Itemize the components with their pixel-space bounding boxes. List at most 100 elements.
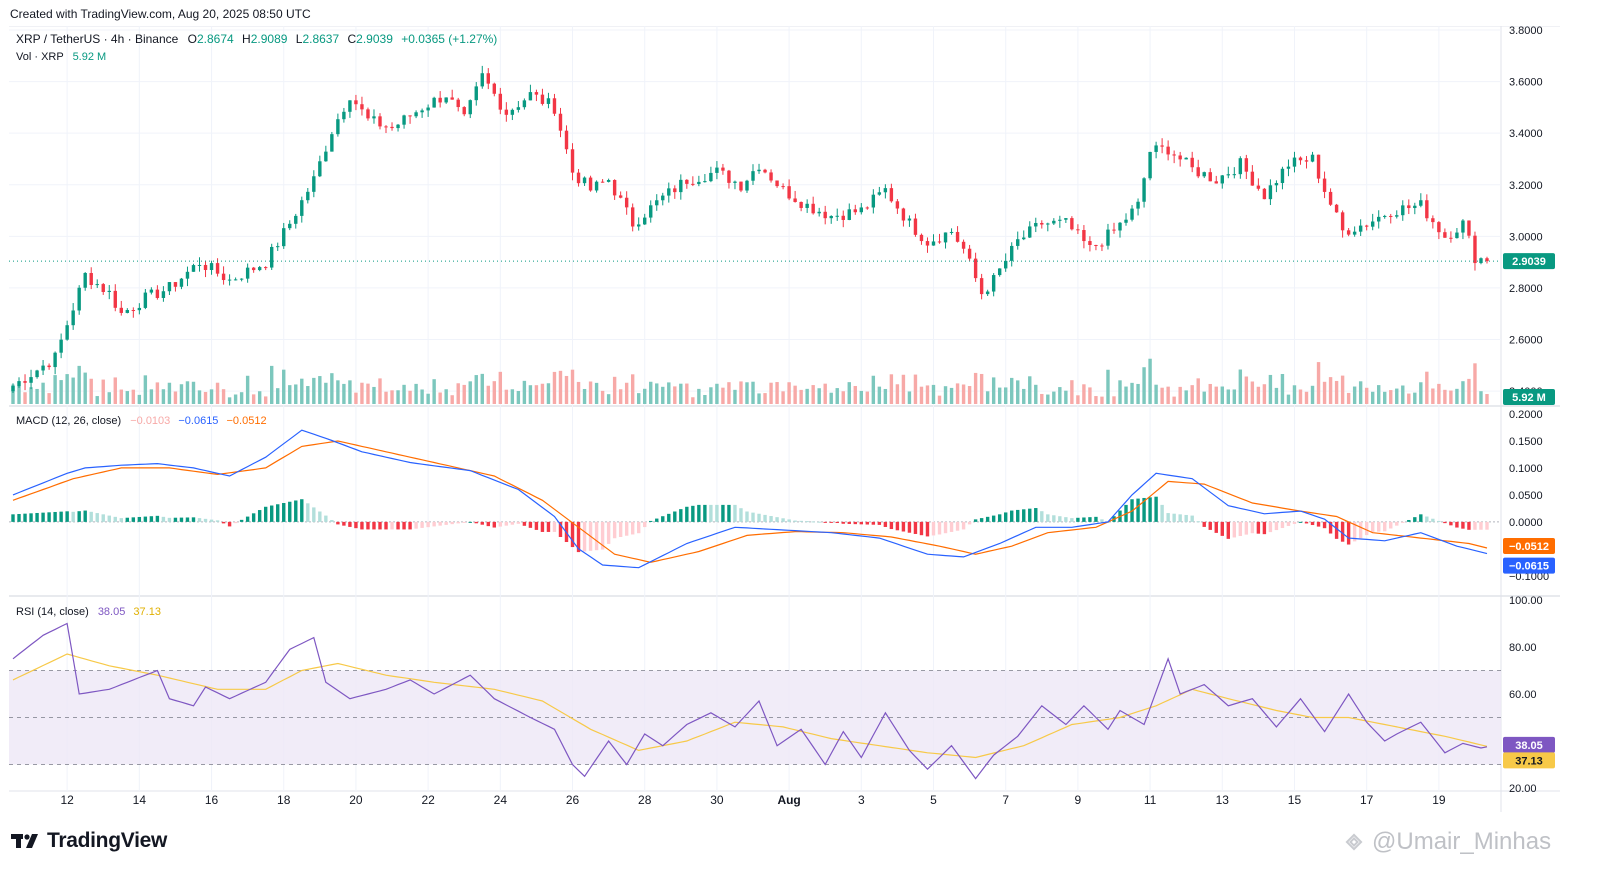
macd-hist-bar (402, 521, 406, 530)
candle-body (1202, 172, 1206, 177)
volume-bar (1046, 394, 1050, 404)
macd-hist-bar (600, 521, 605, 550)
candle-body (23, 381, 27, 383)
macd-hist-bar (324, 515, 328, 522)
macd-hist-bar (1449, 521, 1453, 526)
candle-body (1214, 181, 1218, 184)
volume-bar (1106, 369, 1110, 404)
volume-bar (221, 389, 226, 404)
macd-hist-bar (1196, 521, 1200, 523)
macd-hist-bar (649, 520, 653, 522)
volume-bar (1196, 378, 1200, 404)
candle-body (1220, 175, 1224, 184)
volume-bar (967, 386, 972, 404)
macd-hist-bar (1431, 518, 1435, 522)
candle-body (961, 241, 966, 249)
volume-bar (895, 384, 900, 404)
candle-body (1232, 174, 1237, 176)
macd-hist-value: −0.0103 (130, 415, 170, 427)
time-axis[interactable]: 12 14 16 18 20 22 24 26 28 30 Aug 3 5 7 9 11 13 15 17 19 (60, 793, 1445, 807)
candle-body (131, 310, 136, 312)
volume-bar (751, 381, 755, 404)
volume-bar (227, 397, 232, 404)
candle-body (1112, 229, 1116, 231)
volume-bar (835, 388, 839, 404)
candle-body (348, 100, 352, 112)
macd-hist-bar (865, 521, 870, 525)
macd-hist-bar (1364, 521, 1369, 536)
volume-bar (209, 389, 214, 404)
candle-body (384, 126, 388, 128)
volume-bar (667, 382, 671, 404)
candle-body (263, 267, 268, 269)
macd-hist-bar (438, 521, 442, 526)
chart-svg[interactable]: 3.8000 3.6000 3.4000 3.2000 3.0000 2.8000 2.60… (9, 25, 1560, 812)
candle-body (59, 339, 63, 353)
macd-tick-label: −0.1000 (1509, 571, 1549, 583)
volume-bar (330, 373, 334, 404)
macd-hist-bar (1010, 510, 1014, 522)
macd-hist-bar (53, 511, 57, 522)
price-tick-label: 3.0000 (1509, 231, 1543, 243)
macd-hist-bar (1370, 521, 1375, 532)
volume-bar (1208, 383, 1212, 404)
price-axis[interactable]: 3.8000 3.6000 3.4000 3.2000 3.0000 2.8000 2.60… (1509, 25, 1549, 795)
macd-hist-bar (709, 504, 713, 522)
candle-body (865, 207, 870, 209)
candle-body (492, 83, 497, 94)
candle-body (71, 310, 75, 326)
macd-hist-bar (23, 513, 27, 522)
candle-body (215, 263, 220, 274)
macd-hist-bar (1479, 521, 1483, 530)
macd-hist-bar (769, 516, 773, 522)
volume-bar (384, 391, 388, 404)
volume-bar (516, 391, 521, 404)
macd-hist-bar (1190, 515, 1194, 522)
volume-bar (474, 375, 478, 404)
volume-bar (576, 381, 581, 404)
candle-body (811, 203, 815, 214)
macd-hist-bar (354, 521, 358, 529)
candle-body (973, 258, 978, 279)
volume-bar (1479, 391, 1483, 404)
candle-body (757, 169, 761, 172)
candle-body (1178, 155, 1182, 160)
chart-area[interactable]: 3.8000 3.6000 3.4000 3.2000 3.0000 2.8000 2.60… (9, 25, 1560, 812)
macd-hist-bar (883, 521, 888, 527)
candle-body (185, 271, 190, 279)
macd-hist-bar (805, 521, 809, 523)
volume-bar (125, 391, 130, 404)
candle-body (1443, 232, 1447, 238)
watermark-text: @Umair_Minhas (1372, 828, 1552, 855)
candle-body (276, 246, 280, 248)
macd-hist-bar (540, 521, 545, 532)
candle-body (480, 73, 484, 87)
macd-hist-bar (1250, 521, 1255, 534)
volume-bar (643, 388, 647, 404)
macd-hist-bar (456, 521, 460, 524)
volume-bar (1052, 391, 1056, 404)
volume-bar (65, 374, 69, 404)
candle-body (426, 107, 430, 111)
macd-hist-bar (504, 521, 509, 526)
macd-hist-bar (191, 517, 196, 522)
macd-hist-bar (257, 510, 262, 522)
author-watermark: @Umair_Minhas (1342, 828, 1551, 856)
candle-body (823, 211, 827, 219)
macd-hist-bar (1358, 521, 1363, 539)
candle-body (41, 365, 45, 371)
candle-body (35, 370, 39, 378)
candle-body (1184, 157, 1188, 160)
candle-body (1208, 172, 1212, 182)
macd-hist-bar (179, 517, 184, 522)
pane-separators (9, 25, 1560, 812)
volume-bar (691, 397, 695, 404)
macd-hist-bar (739, 508, 743, 522)
volume-bar (17, 385, 21, 404)
macd-tick-label: 0.1000 (1509, 463, 1543, 475)
macd-hist-bar (35, 512, 39, 522)
volume-bar (354, 392, 358, 404)
volume-bar (703, 394, 707, 404)
macd-hist-bar (853, 521, 857, 525)
tradingview-brand[interactable]: TradingView (11, 829, 167, 853)
